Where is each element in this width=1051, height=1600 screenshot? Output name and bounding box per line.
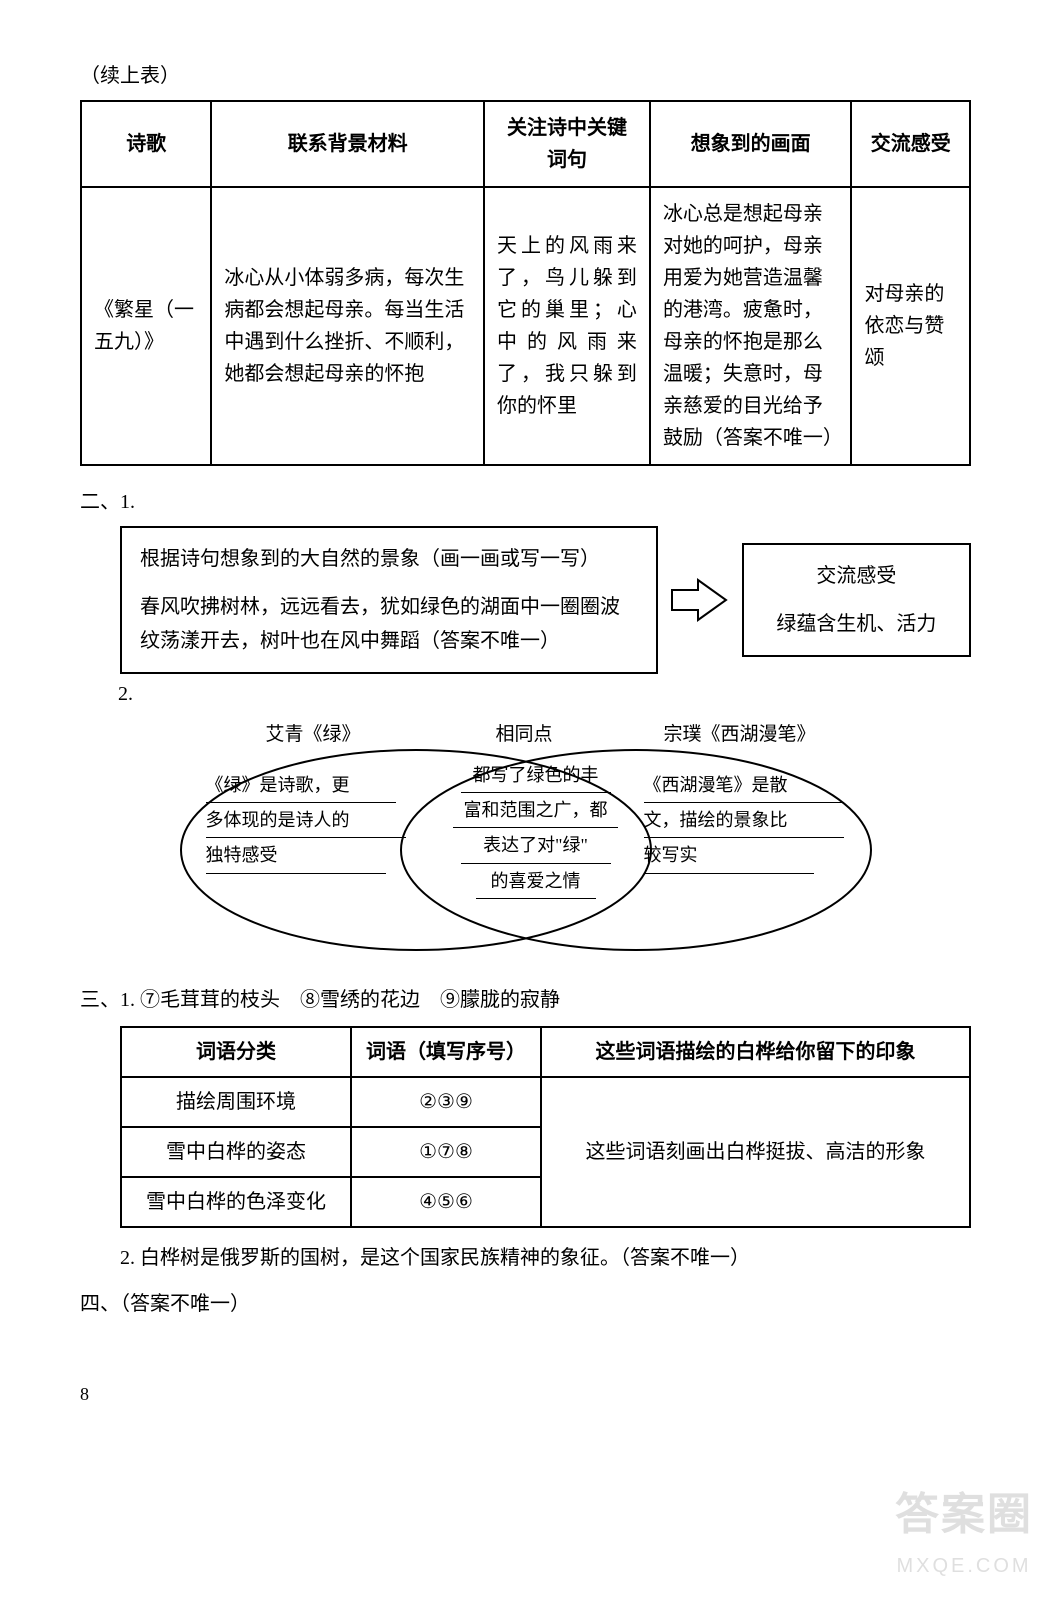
flow-diagram: 根据诗句想象到的大自然的景象（画一画或写一写） 春风吹拂树林，远远看去，犹如绿色…: [120, 526, 971, 674]
venn-center-l4: 的喜爱之情: [476, 864, 596, 899]
watermark-main: 答案圈: [895, 1480, 1033, 1550]
venn-center-title: 相同点: [496, 720, 553, 750]
section-3-label: 三、1.: [80, 989, 135, 1011]
th-imagery: 想象到的画面: [650, 101, 852, 187]
th-poem: 诗歌: [81, 101, 211, 187]
th-feeling: 交流感受: [851, 101, 970, 187]
th-background: 联系背景材料: [211, 101, 484, 187]
section-3-line1: 三、1. ⑦毛茸茸的枝头 ⑧雪绣的花边 ⑨朦胧的寂静: [80, 984, 971, 1016]
table-header-row: 词语分类 词语（填写序号） 这些词语描绘的白桦给你留下的印象: [121, 1027, 970, 1077]
flow-right-title: 交流感受: [762, 559, 951, 593]
venn-left-l1: 《绿》是诗歌，更: [206, 768, 396, 803]
continued-label: （续上表）: [80, 60, 971, 92]
th-keywords: 关注诗中关键词句: [484, 101, 650, 187]
arrow-right-icon: [670, 575, 730, 625]
venn-left-l2: 多体现的是诗人的: [206, 803, 406, 838]
th-words: 词语（填写序号）: [351, 1027, 541, 1077]
venn-right-text: 《西湖漫笔》是散 文，描绘的景象比 较写实: [644, 768, 864, 874]
th-category: 词语分类: [121, 1027, 351, 1077]
th-impression: 这些词语描绘的白桦给你留下的印象: [541, 1027, 970, 1077]
venn-right-title: 宗璞《西湖漫笔》: [663, 720, 815, 750]
flow-left-body: 春风吹拂树林，远远看去，犹如绿色的湖面中一圈圈波纹荡漾开去，树叶也在风中舞蹈（答…: [140, 590, 638, 658]
venn-diagram: 艾青《绿》 相同点 宗璞《西湖漫笔》 《绿》是诗歌，更 多体现的是诗人的 独特感…: [166, 720, 886, 960]
venn-left-l3: 独特感受: [206, 838, 386, 873]
cell-feeling: 对母亲的依恋与赞颂: [851, 187, 970, 465]
venn-left-title: 艾青《绿》: [266, 720, 361, 750]
venn-center-l3: 表达了对"绿": [461, 828, 611, 863]
word-category-table: 词语分类 词语（填写序号） 这些词语描绘的白桦给你留下的印象 描绘周围环境 ②③…: [120, 1026, 971, 1228]
section-3: 三、1. ⑦毛茸茸的枝头 ⑧雪绣的花边 ⑨朦胧的寂静 词语分类 词语（填写序号）…: [80, 984, 971, 1274]
watermark: 答案圈 MXQE.COM: [895, 1480, 1033, 1582]
cell-w3: ④⑤⑥: [351, 1177, 541, 1227]
cell-keywords: 天上的风雨来了，鸟儿躲到它的巢里；心中的风雨来了，我只躲到你的怀里: [484, 187, 650, 465]
table-row: 《繁星（一五九）》 冰心从小体弱多病，每次生病都会想起母亲。每当生活中遇到什么挫…: [81, 187, 970, 465]
section-2-label: 二、1.: [80, 486, 971, 518]
flow-right-box: 交流感受 绿蕴含生机、活力: [742, 543, 971, 657]
cell-w2: ①⑦⑧: [351, 1127, 541, 1177]
cell-cat1: 描绘周围环境: [121, 1077, 351, 1127]
cell-impression: 这些词语刻画出白桦挺拔、高洁的形象: [541, 1077, 970, 1227]
cell-w1: ②③⑨: [351, 1077, 541, 1127]
cell-background: 冰心从小体弱多病，每次生病都会想起母亲。每当生活中遇到什么挫折、不顺利，她都会想…: [211, 187, 484, 465]
cell-cat3: 雪中白桦的色泽变化: [121, 1177, 351, 1227]
table-row: 描绘周围环境 ②③⑨ 这些词语刻画出白桦挺拔、高洁的形象: [121, 1077, 970, 1127]
flow-left-title: 根据诗句想象到的大自然的景象（画一画或写一写）: [140, 542, 638, 576]
section-4-label: 四、（答案不唯一）: [80, 1288, 971, 1320]
section-3-fill: ⑦毛茸茸的枝头 ⑧雪绣的花边 ⑨朦胧的寂静: [140, 989, 560, 1011]
venn-right-l3: 较写实: [644, 838, 814, 873]
cell-cat2: 雪中白桦的姿态: [121, 1127, 351, 1177]
cell-imagery: 冰心总是想起母亲对她的呵护，母亲用爱为她营造温馨的港湾。疲惫时，母亲的怀抱是那么…: [650, 187, 852, 465]
cell-poem: 《繁星（一五九）》: [81, 187, 211, 465]
venn-center-l2: 富和范围之广，都: [453, 793, 618, 828]
section-3-p2: 2. 白桦树是俄罗斯的国树，是这个国家民族精神的象征。（答案不唯一）: [80, 1242, 971, 1274]
flow-right-body: 绿蕴含生机、活力: [762, 607, 951, 641]
venn-right-l1: 《西湖漫笔》是散: [644, 768, 844, 803]
table-header-row: 诗歌 联系背景材料 关注诗中关键词句 想象到的画面 交流感受: [81, 101, 970, 187]
poem-analysis-table: 诗歌 联系背景材料 关注诗中关键词句 想象到的画面 交流感受 《繁星（一五九）》…: [80, 100, 971, 466]
venn-center-text: 都写了绿色的丰 富和范围之广，都 表达了对"绿" 的喜爱之情: [446, 758, 626, 899]
flow-left-box: 根据诗句想象到的大自然的景象（画一画或写一写） 春风吹拂树林，远远看去，犹如绿色…: [120, 526, 658, 674]
venn-right-l2: 文，描绘的景象比: [644, 803, 844, 838]
venn-left-text: 《绿》是诗歌，更 多体现的是诗人的 独特感受: [206, 768, 416, 874]
watermark-sub: MXQE.COM: [895, 1550, 1033, 1582]
page-number: 8: [80, 1380, 971, 1409]
sub2-label: 2.: [118, 678, 971, 710]
venn-center-l1: 都写了绿色的丰: [461, 758, 611, 793]
